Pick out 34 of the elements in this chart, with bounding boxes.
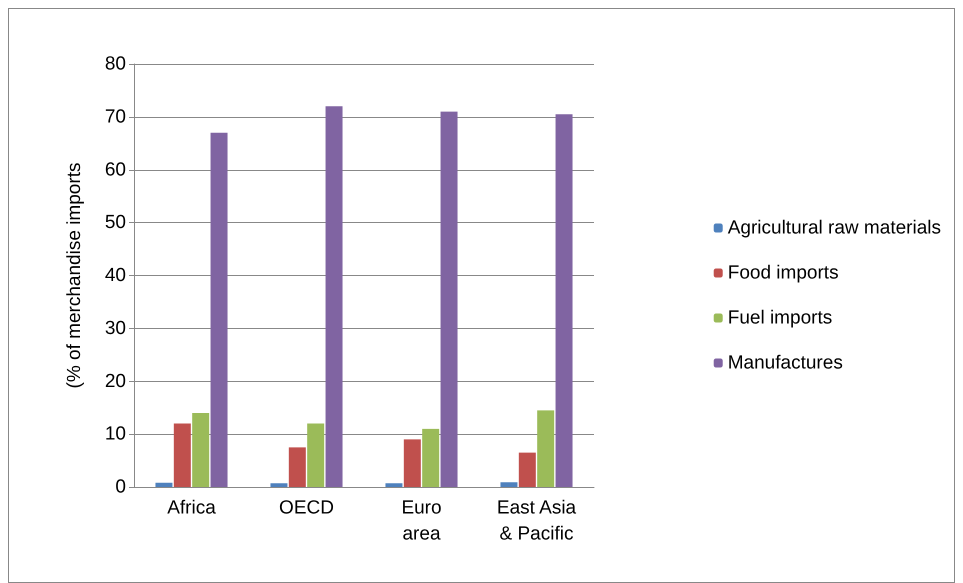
y-tick-label: 50 bbox=[104, 212, 126, 234]
bar bbox=[288, 447, 306, 487]
bar bbox=[210, 132, 228, 487]
y-tick-label: 20 bbox=[104, 370, 126, 392]
legend-label: Manufactures bbox=[728, 352, 843, 374]
y-tick-label: 70 bbox=[104, 106, 126, 128]
bar bbox=[326, 106, 343, 487]
bar bbox=[307, 424, 324, 487]
bar bbox=[518, 452, 536, 487]
bar bbox=[270, 483, 288, 487]
bar bbox=[537, 410, 554, 487]
x-tick-label: East Asia & Pacific bbox=[496, 498, 577, 544]
bar bbox=[155, 482, 172, 487]
bar bbox=[385, 483, 402, 487]
y-tick-label: 40 bbox=[104, 265, 126, 286]
x-tick-label: Euro area bbox=[401, 498, 442, 544]
bar bbox=[174, 424, 191, 487]
y-tick-label: 30 bbox=[104, 318, 126, 339]
bar bbox=[500, 482, 518, 487]
y-tick-label: 80 bbox=[104, 54, 126, 74]
bar bbox=[192, 412, 210, 487]
bar bbox=[440, 112, 458, 487]
legend-label: Agricultural raw materials bbox=[728, 218, 942, 238]
bar bbox=[556, 114, 573, 487]
bar bbox=[404, 439, 421, 487]
legend-label: Food imports bbox=[728, 262, 839, 284]
y-tick-label: 10 bbox=[104, 424, 126, 445]
bar bbox=[422, 428, 440, 487]
y-tick-label: 60 bbox=[104, 159, 126, 180]
y-axis-title: (% of merchandise imports bbox=[64, 162, 85, 388]
y-tick-label: 0 bbox=[115, 476, 126, 498]
legend-label: Fuel imports bbox=[728, 308, 832, 328]
x-tick-label: Africa bbox=[167, 498, 216, 518]
x-tick-label: OECD bbox=[279, 498, 334, 518]
